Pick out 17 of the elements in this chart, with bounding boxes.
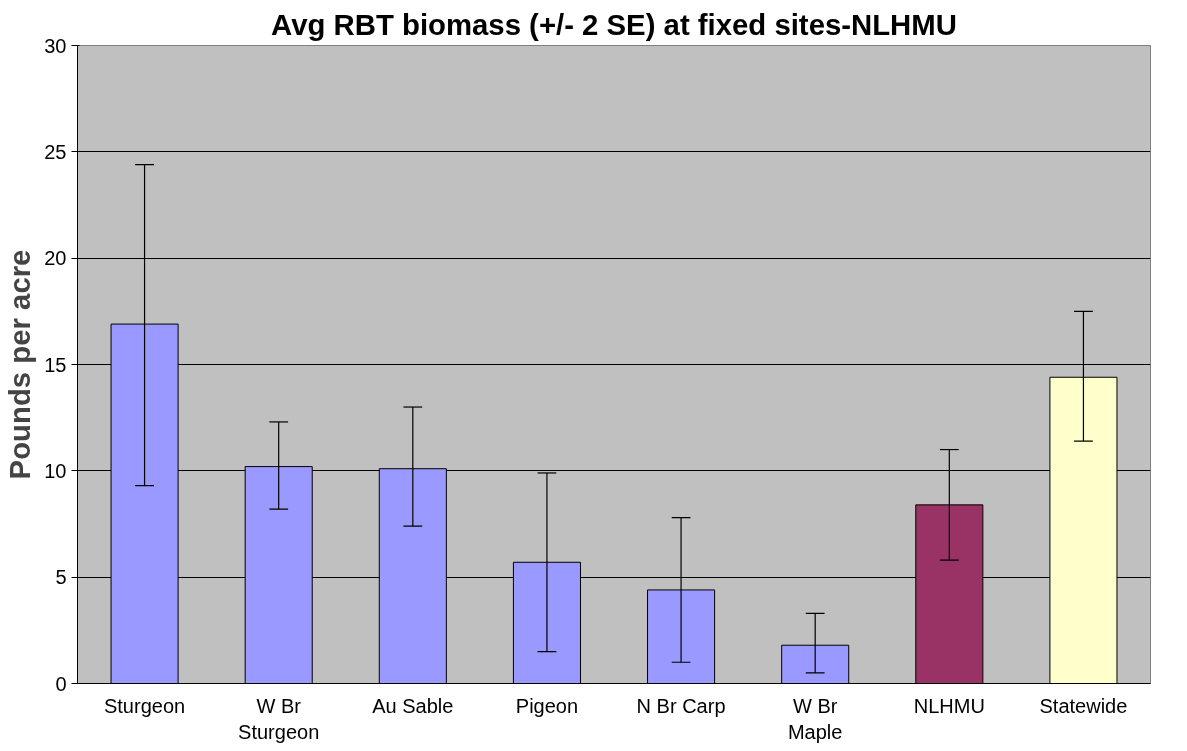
chart-title: Avg RBT biomass (+/- 2 SE) at fixed sites-NLHMU [271,7,957,41]
x-tick-label: W Br Maple [787,694,843,743]
x-tick-label: Pigeon [515,694,579,717]
x-tick-label: Au Sable [372,694,454,717]
x-tick-label: Statewide [1039,694,1128,717]
y-tick-label: 25 [44,140,67,163]
y-tick-label: 30 [44,34,67,57]
y-tick-label: 0 [55,672,67,695]
y-tick-label: 20 [44,247,67,270]
x-tick-label: N Br Carp [636,694,726,717]
y-tick-label: 10 [44,459,67,482]
y-axis-title: Pounds per acre [3,249,37,480]
x-tick-label: NLHMU [913,694,985,717]
x-tick-label: W Br Sturgeon [238,694,320,743]
y-tick-label: 15 [44,353,67,376]
x-tick-label: Sturgeon [103,694,186,717]
y-tick-label: 5 [55,566,67,589]
